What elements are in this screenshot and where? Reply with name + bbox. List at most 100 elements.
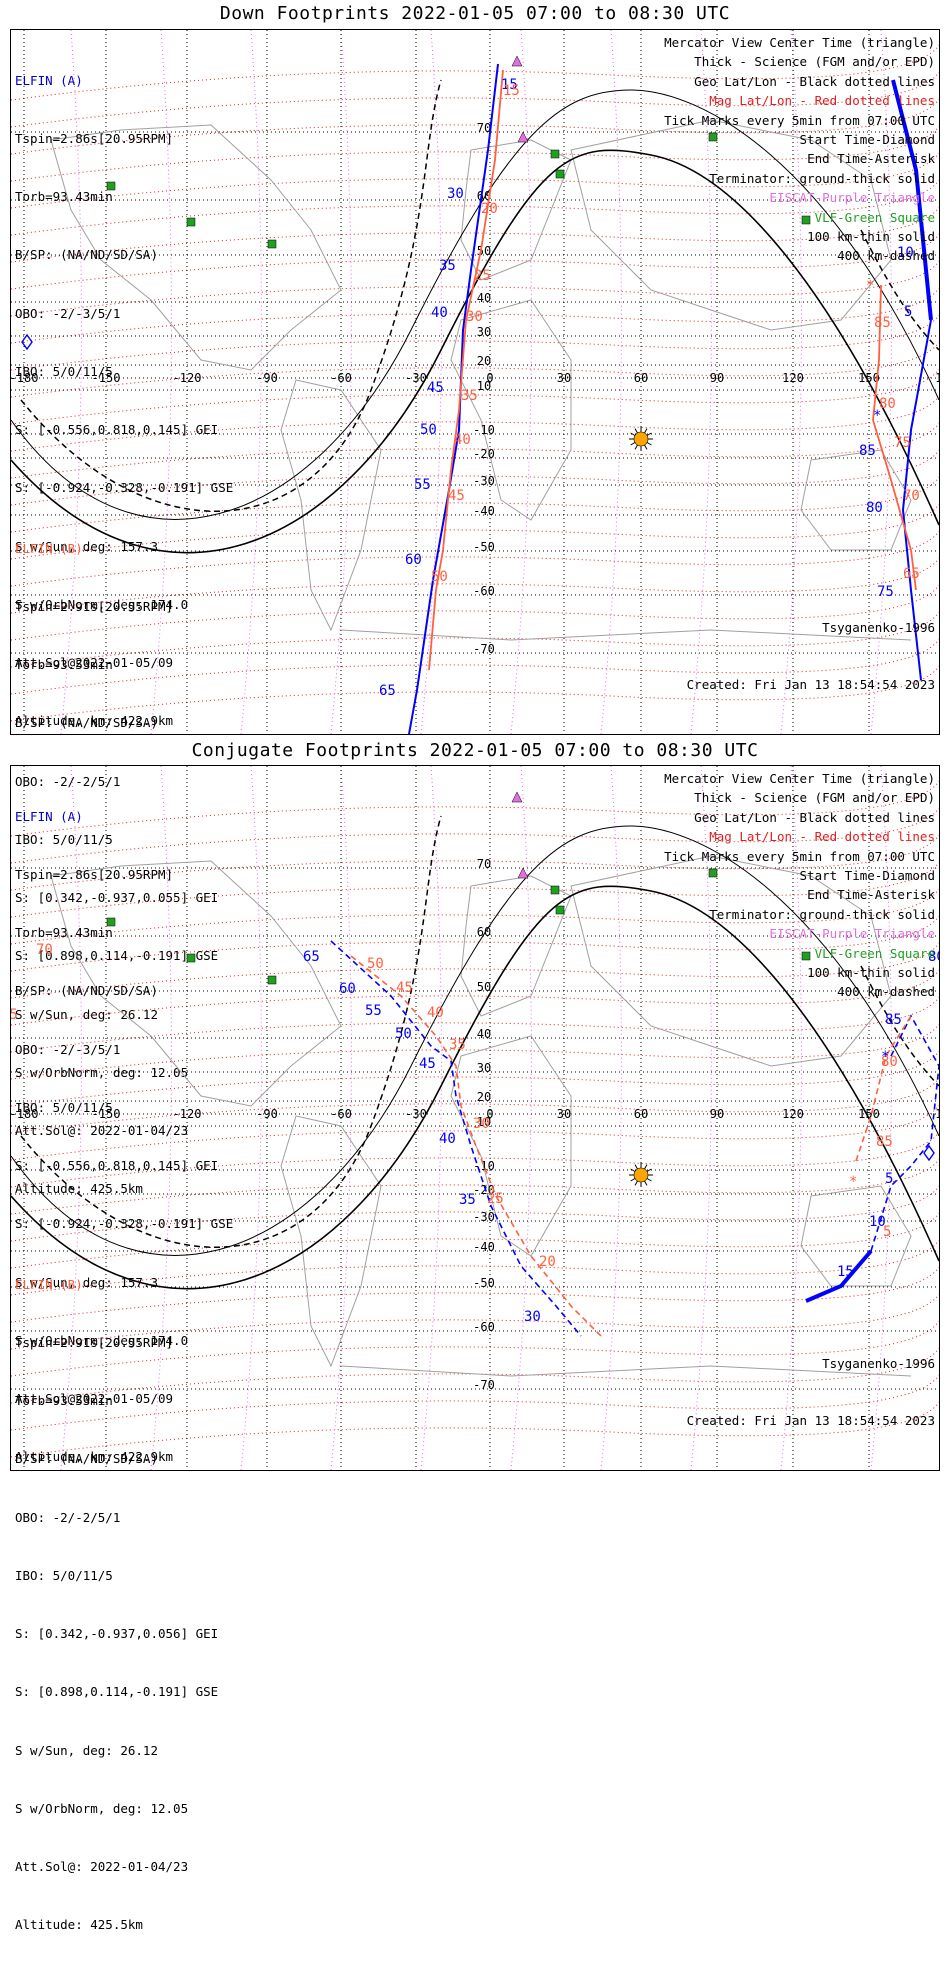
- mag-lon-line: [60, 766, 82, 1470]
- elfin-b-line: S: [0.342,-0.937,0.056] GEI: [15, 1626, 219, 1642]
- end-asterisk-icon: *: [873, 408, 881, 424]
- elfin-a-track: [901, 319, 932, 681]
- elfin-b-line: Altitude: 425.5km: [15, 1181, 143, 1197]
- lon-label: 60: [634, 1107, 648, 1121]
- orbit-time-label: 20: [539, 1254, 556, 1270]
- elfin-b-line: IBO: 5/0/11/5: [15, 831, 113, 847]
- lon-label: -90: [256, 1107, 278, 1121]
- vlf-square-icon: [267, 239, 277, 249]
- continent-outline: [570, 855, 892, 1067]
- orbit-time-label: 15: [501, 77, 518, 93]
- mag-lat-line: [11, 1266, 939, 1323]
- legend-mag-grid: Mag Lat/Lon - Red dotted lines: [709, 829, 935, 845]
- elfin-a-line: Altitude, km: 422.9km: [15, 713, 174, 729]
- elfin-a-line: Torb=93.43min: [15, 925, 113, 941]
- lat-label: 40: [477, 291, 491, 305]
- mag-lat-line: [11, 1401, 939, 1458]
- legend-start: Start Time-Diamond: [799, 132, 935, 148]
- mag-lat-line: [11, 996, 939, 1053]
- continent-outline: [450, 1035, 572, 1257]
- orbit-time-label: 70: [903, 488, 920, 504]
- elfin-b-line: Tspin=2.91s[20.55RPM]: [15, 599, 174, 615]
- legend-400km: 400 km-dashed: [837, 984, 935, 1000]
- elfin-a-line: B/SP: (NA/ND/SD/SA): [15, 983, 158, 999]
- legend-science: Thick - Science (FGM and/or EPD): [694, 790, 935, 806]
- lat-label: 20: [477, 1090, 491, 1104]
- vlf-square-icon: [186, 953, 196, 963]
- elfin-b-header: ELFIN (B): [15, 1276, 83, 1292]
- terminator-line: [11, 885, 939, 1290]
- elfin-b-line: Tspin=2.91s[20.55RPM]: [15, 1335, 174, 1351]
- lon-label: 90: [710, 1107, 724, 1121]
- mag-lat-line: [11, 71, 939, 128]
- lon-label: 150: [858, 1107, 880, 1121]
- mag-lon-line: [510, 766, 532, 1470]
- continent-outline: [280, 379, 382, 632]
- eiscat-triangle-icon: [517, 131, 529, 143]
- elfin-b-line: Att.Sol@: 2022-01-04/23: [15, 1859, 189, 1874]
- vlf-square-icon: [267, 975, 277, 985]
- orbit-time-label: 80: [928, 949, 939, 965]
- elfin-a-line: Altitude, km: 422.9km: [15, 1449, 174, 1465]
- elfin-a-line: S w/Sun, deg: 157.3: [15, 538, 158, 554]
- mag-lon-line: [870, 766, 892, 1470]
- elfin-b-line: OBO: -2/-2/5/1: [15, 1509, 121, 1525]
- lon-label: 30: [557, 371, 571, 385]
- elfin-a-science-track: [891, 79, 933, 321]
- orbit-time-label: 60: [339, 981, 356, 997]
- mag-lat-line: [11, 1239, 939, 1296]
- vlf-square-icon: [555, 169, 565, 179]
- orbit-time-label: 50: [420, 422, 437, 438]
- map-legend: Mercator View Center Time (triangle) Thi…: [664, 769, 935, 1002]
- elfin-a-line: Tspin=2.86s[20.95RPM]: [15, 867, 174, 883]
- lat-label: 50: [477, 980, 491, 994]
- legend-geo-grid: Geo Lat/Lon - Black dotted lines: [694, 73, 935, 89]
- mag-lon-line: [420, 766, 442, 1470]
- orbit-time-label: 65: [303, 949, 320, 965]
- elfin-a-header: ELFIN (A): [15, 72, 83, 88]
- elfin-a-line: S: [-0.556,0.818,0.145] GEI: [15, 1158, 219, 1174]
- elfin-b-line: IBO: 5/0/11/5: [15, 1567, 113, 1583]
- lat-label: 30: [477, 1061, 491, 1075]
- eiscat-triangle-icon: [511, 55, 523, 67]
- legend-terminator: Terminator: ground-thick solid: [709, 906, 935, 922]
- elfin-a-info: ELFIN (A) Tspin=2.86s[20.95RPM] Torb=93.…: [15, 768, 233, 1505]
- vlf-square-icon: [106, 917, 116, 927]
- start-diamond-icon: [923, 1144, 935, 1162]
- lat-label: 10: [477, 1115, 491, 1129]
- mag-lat-line: [11, 233, 939, 290]
- lat-label: -10: [473, 423, 495, 437]
- lat-label: -30: [473, 1210, 495, 1224]
- elfin-a-header: ELFIN (A): [15, 808, 83, 824]
- elfin-a-science-track: [805, 1249, 873, 1303]
- eiscat-triangle-icon: [511, 791, 523, 803]
- elfin-b-header: ELFIN (B): [15, 540, 83, 556]
- lat-label: 70: [477, 121, 491, 135]
- lat-label: 30: [477, 325, 491, 339]
- mag-lon-line: [600, 30, 622, 734]
- orbit-time-label: 65: [379, 683, 396, 699]
- lat-label: -60: [473, 1320, 495, 1334]
- vlf-square-icon: [801, 215, 811, 225]
- mag-lon-line: [330, 766, 352, 1470]
- mag-lon-line: [690, 766, 712, 1470]
- terminator-400km-line: [20, 79, 442, 512]
- mag-lat-line: [11, 1374, 939, 1431]
- lon-label: 0: [486, 1107, 493, 1121]
- legend-100km: 100 km-thin solid: [807, 965, 935, 981]
- orbit-time-label: 75: [894, 435, 911, 451]
- mag-lat-line: [11, 1077, 939, 1134]
- elfin-b-track: [855, 1015, 912, 1162]
- lon-label: 60: [634, 371, 648, 385]
- legend-end: End Time-Asterisk: [807, 887, 935, 903]
- legend-science: Thick - Science (FGM and/or EPD): [694, 54, 935, 70]
- lat-label: -40: [473, 504, 495, 518]
- elfin-b-track: [428, 69, 504, 671]
- mag-lat-line: [11, 341, 939, 398]
- elfin-a-line: B/SP: (NA/ND/SD/SA): [15, 247, 158, 263]
- legend-mag-grid: Mag Lat/Lon - Red dotted lines: [709, 93, 935, 109]
- mag-lon-line: [150, 766, 172, 1470]
- continent-outline: [50, 124, 342, 371]
- legend-eiscat: EISCAT-Purple Triangle: [769, 926, 935, 942]
- orbit-time-label: 25: [487, 1191, 504, 1207]
